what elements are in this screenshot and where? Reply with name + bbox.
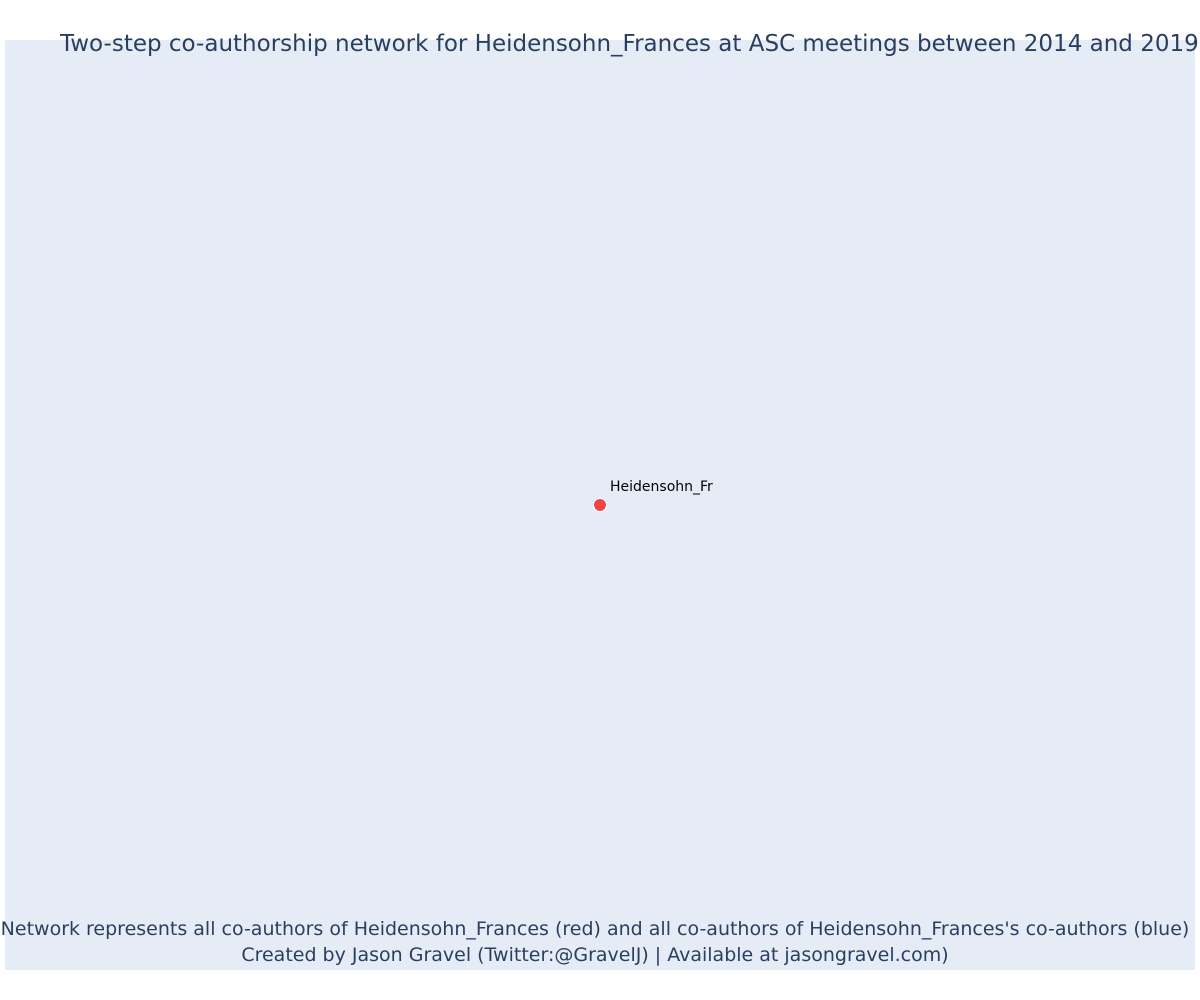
node-point[interactable] <box>593 498 607 512</box>
network-description-annotation: Network represents all co-authors of Hei… <box>0 918 1190 940</box>
chart-title: Two-step co-authorship network for Heide… <box>60 31 1199 57</box>
credit-annotation: Created by Jason Gravel (Twitter:@Gravel… <box>241 944 949 966</box>
nodes-layer: Heidensohn_Fr <box>593 479 713 512</box>
node-label: Heidensohn_Fr <box>610 479 713 495</box>
